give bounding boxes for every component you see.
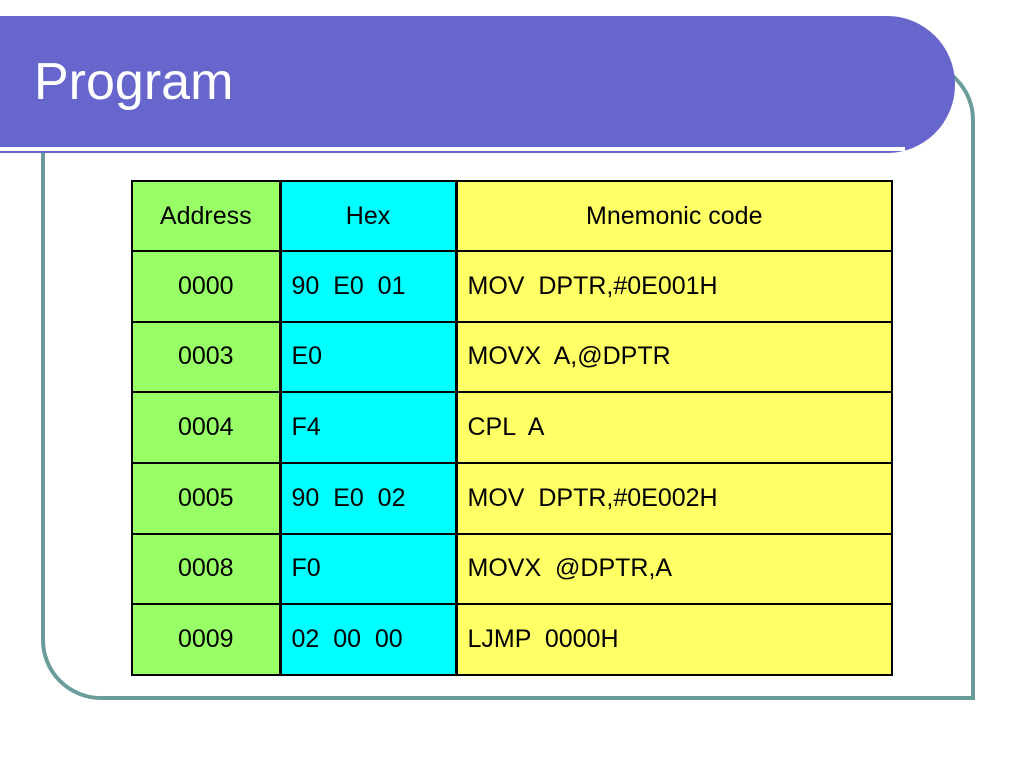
cell-hex: 02 00 00 bbox=[279, 603, 458, 676]
program-table: Address Hex Mnemonic code 0000 90 E0 01 … bbox=[131, 180, 893, 676]
header-mnemonic: Mnemonic code bbox=[455, 180, 893, 252]
header-hex: Hex bbox=[279, 180, 458, 252]
cell-address: 0003 bbox=[131, 320, 282, 394]
cell-mnemonic: LJMP 0000H bbox=[455, 603, 893, 676]
table-row: 0000 90 E0 01 MOV DPTR,#0E001H bbox=[131, 250, 893, 323]
cell-mnemonic: CPL A bbox=[455, 391, 893, 464]
table-header-row: Address Hex Mnemonic code bbox=[131, 180, 893, 252]
header-address: Address bbox=[131, 180, 282, 252]
slide-title: Program bbox=[34, 53, 234, 111]
cell-address: 0004 bbox=[131, 391, 282, 464]
cell-hex: E0 bbox=[279, 320, 458, 394]
cell-mnemonic: MOV DPTR,#0E002H bbox=[455, 461, 893, 535]
table-row: 0005 90 E0 02 MOV DPTR,#0E002H bbox=[131, 461, 893, 535]
cell-address: 0008 bbox=[131, 532, 282, 606]
cell-hex: F4 bbox=[279, 391, 458, 464]
cell-mnemonic: MOVX A,@DPTR bbox=[455, 320, 893, 394]
cell-mnemonic: MOVX @DPTR,A bbox=[455, 532, 893, 606]
cell-mnemonic: MOV DPTR,#0E001H bbox=[455, 250, 893, 323]
cell-address: 0005 bbox=[131, 461, 282, 535]
cell-address: 0009 bbox=[131, 603, 282, 676]
table-row: 0009 02 00 00 LJMP 0000H bbox=[131, 603, 893, 676]
title-bar: Program bbox=[0, 16, 955, 153]
cell-hex: 90 E0 02 bbox=[279, 461, 458, 535]
cell-address: 0000 bbox=[131, 250, 282, 323]
table-row: 0003 E0 MOVX A,@DPTR bbox=[131, 320, 893, 394]
table-row: 0008 F0 MOVX @DPTR,A bbox=[131, 532, 893, 606]
cell-hex: 90 E0 01 bbox=[279, 250, 458, 323]
table-row: 0004 F4 CPL A bbox=[131, 391, 893, 464]
title-divider bbox=[0, 147, 905, 151]
cell-hex: F0 bbox=[279, 532, 458, 606]
